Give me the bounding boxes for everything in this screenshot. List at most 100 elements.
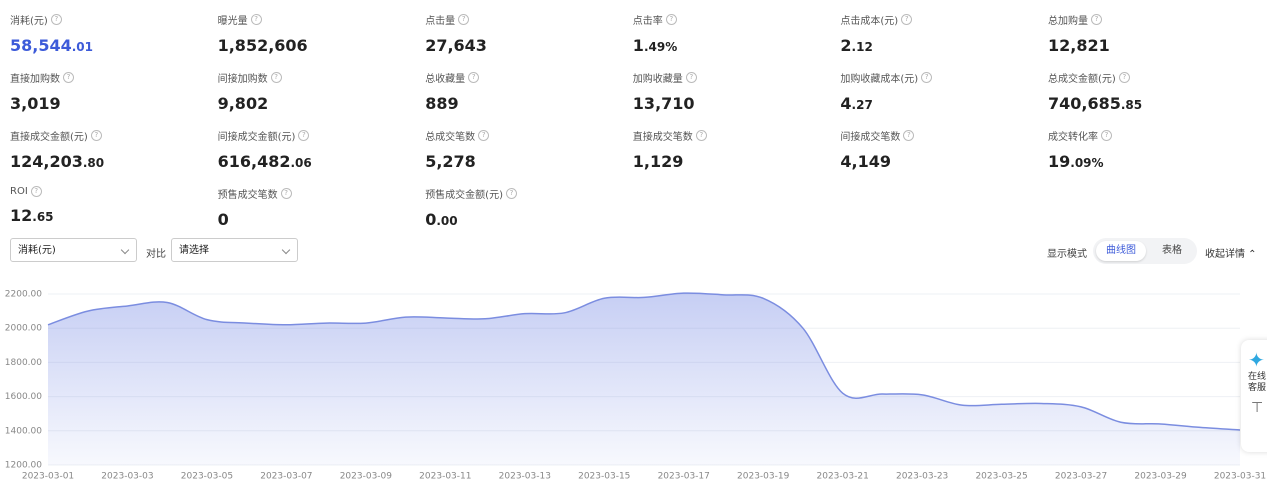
- metric-select[interactable]: 消耗(元): [10, 238, 137, 262]
- metric: 总收藏量? 889: [425, 70, 625, 113]
- compare-label: 对比: [146, 249, 166, 260]
- metric-label: 消耗(元)?: [10, 12, 210, 27]
- y-tick-label: 2000.00: [5, 324, 42, 334]
- metric-label-text: 直接加购数: [10, 74, 60, 85]
- metric-label-text: 消耗(元): [10, 16, 48, 27]
- help-icon: ?: [298, 130, 310, 141]
- metric-label-text: 直接成交金额(元): [10, 132, 88, 143]
- x-tick-label: 2023-03-03: [101, 472, 153, 482]
- metric-label-text: 直接成交笔数: [632, 132, 693, 143]
- metric-label: 点击率?: [633, 12, 833, 27]
- metric-label: 直接加购数?: [10, 70, 210, 85]
- metric-value: 2.12: [840, 36, 873, 55]
- metric-value: 12,821: [1048, 36, 1110, 55]
- metric-label: 总成交金额(元)?: [1048, 70, 1248, 85]
- metric-label: 间接成交金额(元)?: [218, 128, 418, 143]
- metric-value: 1,129: [632, 152, 684, 171]
- metric-value: 740,685.85: [1048, 94, 1143, 113]
- metric-value: 1,852,606: [217, 36, 308, 55]
- metric-value: 9,802: [217, 94, 269, 113]
- metric-value: 4.27: [840, 94, 873, 113]
- mode-toggle: 曲线图 表格: [1093, 238, 1197, 264]
- mode-option[interactable]: 表格: [1162, 245, 1182, 256]
- metric-label: 预售成交笔数?: [218, 186, 418, 201]
- help-icon: ?: [50, 14, 62, 25]
- metric: 点击率? 1.49%: [633, 12, 833, 55]
- metric-value: 27,643: [425, 36, 487, 55]
- x-tick-label: 2023-03-29: [1134, 472, 1187, 482]
- x-tick-label: 2023-03-19: [737, 472, 790, 482]
- metric-label-text: 预售成交金额(元): [425, 190, 503, 201]
- metric: 预售成交笔数? 0: [218, 186, 418, 229]
- metric-label: 预售成交金额(元)?: [425, 186, 625, 201]
- metric-value: 13,710: [632, 94, 695, 113]
- x-tick-label: 2023-03-23: [896, 472, 948, 482]
- x-tick-label: 2023-03-15: [578, 472, 630, 482]
- metric-value: 3,019: [10, 94, 61, 113]
- help-icon: ?: [903, 130, 915, 141]
- metric-value: 5,278: [425, 152, 476, 171]
- metric-label-text: 点击量: [425, 16, 456, 27]
- metric: 间接成交金额(元)? 616,482.06: [218, 128, 418, 171]
- help-icon: ?: [468, 72, 480, 83]
- help-icon: ?: [506, 188, 517, 199]
- metric-label-text: ROI: [10, 186, 28, 197]
- chart: 1200.00 1400.00 1600.00 1800.00 2000.00 2200.…: [5, 290, 1266, 482]
- metric-label: ROI?: [10, 186, 210, 197]
- metric-label: 点击量?: [425, 12, 625, 27]
- compare-select[interactable]: 请选择: [171, 238, 298, 262]
- top-arrow[interactable]: ⊤: [1251, 400, 1264, 416]
- metric-label: 总收藏量?: [425, 70, 625, 85]
- help-icon: ?: [1091, 14, 1102, 25]
- help-icon: ?: [901, 14, 913, 25]
- metric-label: 曝光量?: [218, 12, 418, 27]
- metric-label: 总成交笔数?: [425, 128, 625, 143]
- metric: 加购收藏成本(元)? 4.27: [840, 70, 1040, 113]
- help-icon: ?: [685, 72, 697, 83]
- x-tick-label: 2023-03-05: [181, 472, 233, 482]
- side-widget[interactable]: ✦ 在线 客服 ⊤: [1241, 340, 1267, 452]
- x-tick-label: 2023-03-31: [1214, 472, 1266, 482]
- metric-value: 616,482.06: [217, 152, 312, 171]
- x-tick-label: 2023-03-13: [499, 472, 551, 482]
- help-icon: ?: [1101, 130, 1112, 141]
- help-icon: ?: [250, 14, 262, 25]
- service-icon: ✦: [1248, 348, 1265, 372]
- metric-label: 成交转化率?: [1048, 128, 1248, 143]
- metric-value: 0.00: [425, 210, 458, 229]
- metric-label: 直接成交金额(元)?: [10, 128, 210, 143]
- metric-value: 889: [425, 94, 459, 113]
- area: [48, 293, 1240, 465]
- mode-option[interactable]: 曲线图: [1096, 241, 1146, 261]
- metric-label: 间接加购数?: [218, 70, 418, 85]
- display-mode-label: 显示模式: [1047, 249, 1087, 260]
- metric-label: 间接成交笔数?: [840, 128, 1040, 143]
- help-icon: ?: [458, 14, 470, 25]
- metric-label-text: 曝光量: [217, 16, 248, 27]
- metric-label-text: 加购收藏量: [632, 74, 683, 85]
- metric: ROI? 12.65: [10, 186, 210, 225]
- help-icon: ?: [921, 72, 933, 83]
- metric-label: 加购收藏量?: [633, 70, 833, 85]
- metric-label: 点击成本(元)?: [840, 12, 1040, 27]
- help-icon: ?: [695, 130, 707, 141]
- x-tick-label: 2023-03-01: [22, 472, 74, 482]
- service-text-2: 客服: [1248, 383, 1267, 393]
- y-tick-label: 1400.00: [5, 426, 42, 436]
- metric: 预售成交金额(元)? 0.00: [425, 186, 625, 229]
- metric-label: 加购收藏成本(元)?: [840, 70, 1040, 85]
- metric-label-text: 总成交金额(元): [1048, 74, 1116, 85]
- metric-label-text: 加购收藏成本(元): [840, 74, 919, 85]
- y-tick-label: 1600.00: [5, 392, 42, 402]
- metric: 加购收藏量? 13,710: [633, 70, 833, 113]
- metric-value: 0: [217, 210, 229, 229]
- x-tick-label: 2023-03-11: [419, 472, 471, 482]
- collapse-button[interactable]: 收起详情 ⌃: [1205, 249, 1257, 260]
- metric: 总成交金额(元)? 740,685.85: [1048, 70, 1248, 113]
- collapse-text: 收起详情: [1205, 249, 1245, 260]
- metric-value: 124,203.80: [10, 152, 105, 171]
- metric: 点击量? 27,643: [425, 12, 625, 55]
- metric-value: 19.09%: [1048, 152, 1104, 171]
- help-icon: ?: [90, 130, 102, 141]
- x-tick-label: 2023-03-17: [658, 472, 710, 482]
